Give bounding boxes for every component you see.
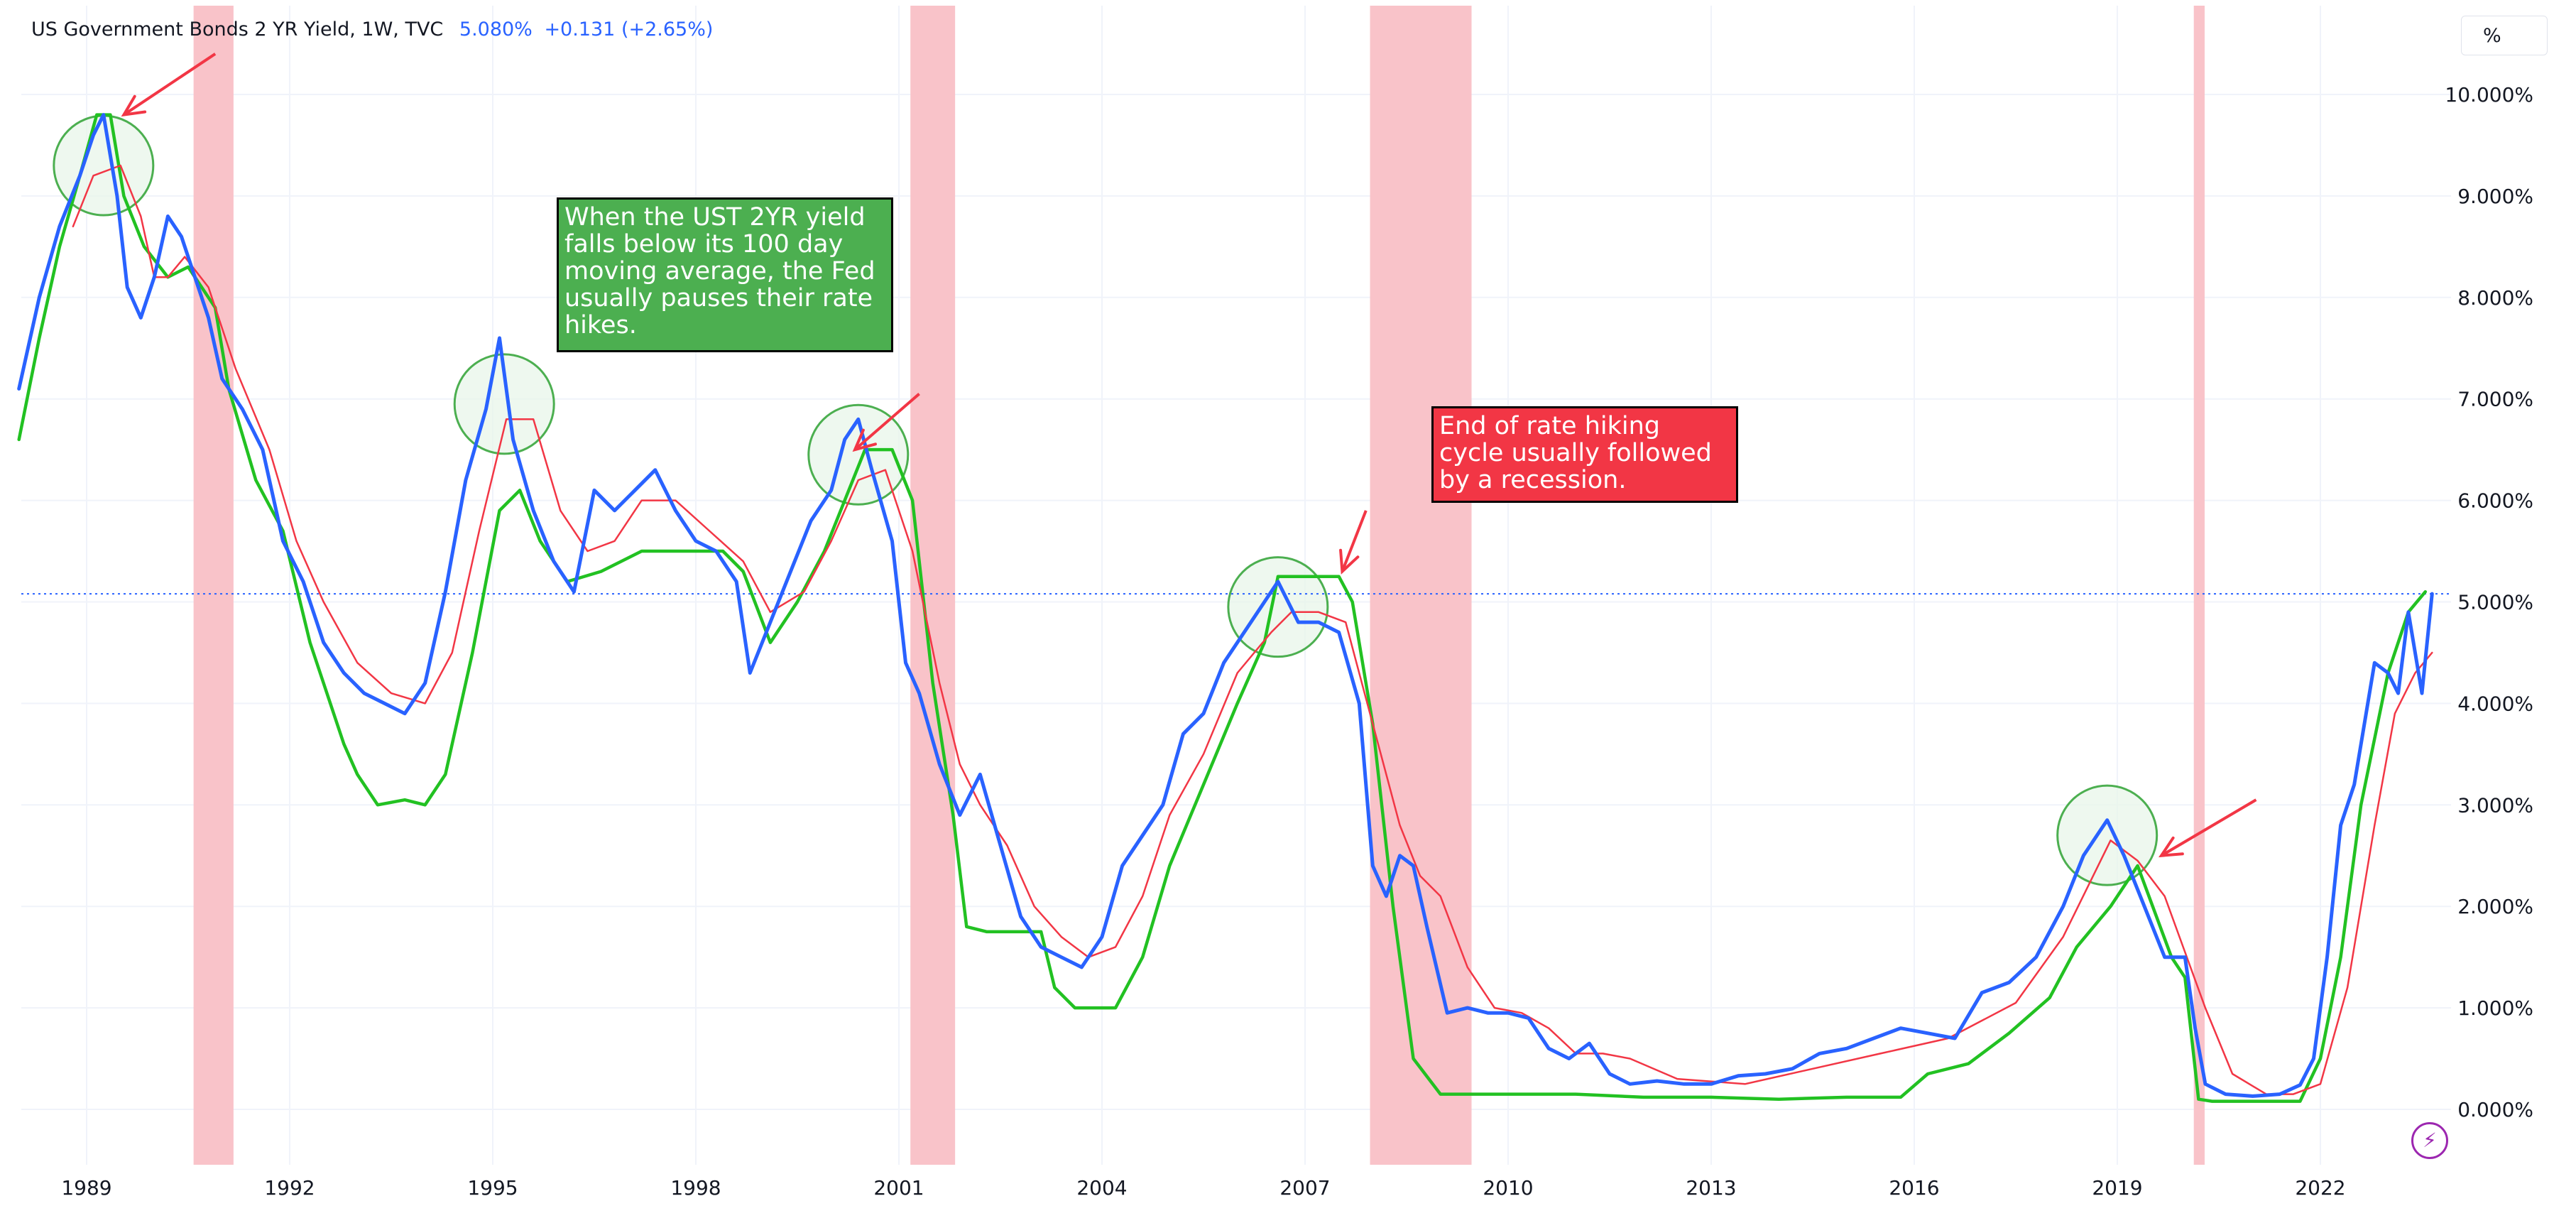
recession-band [1370,6,1472,1165]
y-tick-label: 1.000% [2457,996,2533,1020]
x-tick-label: 2013 [1686,1176,1736,1200]
grid [21,6,2451,1165]
annotation-arrow [1341,510,1368,572]
y-tick-label: 3.000% [2457,793,2533,817]
green-annotation-line: moving average, the Fed [564,257,875,286]
moving-average-line [72,164,2433,1095]
y-tick-label: 0.000% [2457,1098,2533,1121]
green-annotation-line: hikes. [564,311,637,339]
recession-band [910,6,956,1165]
red-annotation-line: by a recession. [1439,466,1627,494]
symbol-legend[interactable]: US Government Bonds 2 YR Yield, 1W, TVC … [31,18,713,40]
annotation-arrow [2160,798,2257,857]
green-annotation-line: falls below its 100 day [564,230,844,259]
ma100-series-line [17,113,2428,1103]
yield-series-line [17,113,2434,1098]
recession-bands [193,6,2205,1165]
symbol-title: US Government Bonds 2 YR Yield, 1W, TVC [31,18,444,40]
percent-unit-button[interactable]: % [2461,16,2548,55]
annotation-arrows [121,53,2257,858]
y-tick-label: 8.000% [2457,286,2533,310]
x-tick-label: 1992 [264,1176,315,1200]
last-price: 5.080% [459,18,533,40]
x-tick-label: 2019 [2092,1176,2142,1200]
arrow-head [121,94,147,117]
highlight-circle [2056,784,2159,886]
x-tick-label: 2007 [1279,1176,1330,1200]
recession-band [2193,6,2205,1165]
annotation-arrow [853,393,920,451]
x-tick-label: 1989 [61,1176,111,1200]
x-tick-label: 2010 [1483,1176,1533,1200]
red-annotation-line: cycle usually followed [1439,439,1712,467]
red-annotation: End of rate hiking cycle usually followe… [1431,406,1738,503]
price-change: +0.131 (+2.65%) [544,18,714,40]
lightning-icon[interactable]: ⚡ [2411,1122,2448,1159]
green-annotation-line: usually pauses their rate [564,284,873,312]
y-tick-label: 7.000% [2457,388,2533,411]
x-tick-label: 2001 [873,1176,924,1200]
y-tick-label: 9.000% [2457,185,2533,208]
x-tick-label: 1995 [467,1176,518,1200]
series-lines [17,113,2451,1103]
x-tick-label: 2016 [1889,1176,1939,1200]
highlight-circle [1227,556,1329,658]
annotation-arrow [123,53,217,116]
y-tick-label: 6.000% [2457,489,2533,513]
y-tick-label: 5.000% [2457,591,2533,614]
x-tick-label: 2022 [2295,1176,2345,1200]
recession-band [193,6,234,1165]
y-tick-label: 10.000% [2445,83,2533,107]
x-tick-label: 2004 [1076,1176,1127,1200]
x-tick-label: 1998 [670,1176,721,1200]
arrow-head [1339,548,1360,575]
green-annotation-line: When the UST 2YR yield [564,203,866,232]
axes: 1989 1992 1995 1998 2001 2004 2007 2010 2013 2016… [61,83,2533,1200]
y-tick-label: 2.000% [2457,895,2533,918]
arrow-head [2159,836,2184,858]
red-annotation-line: End of rate hiking [1439,412,1661,440]
y-tick-label: 4.000% [2457,692,2533,715]
arrow-head [852,428,877,452]
green-annotation: When the UST 2YR yield falls below its 1… [557,197,893,352]
